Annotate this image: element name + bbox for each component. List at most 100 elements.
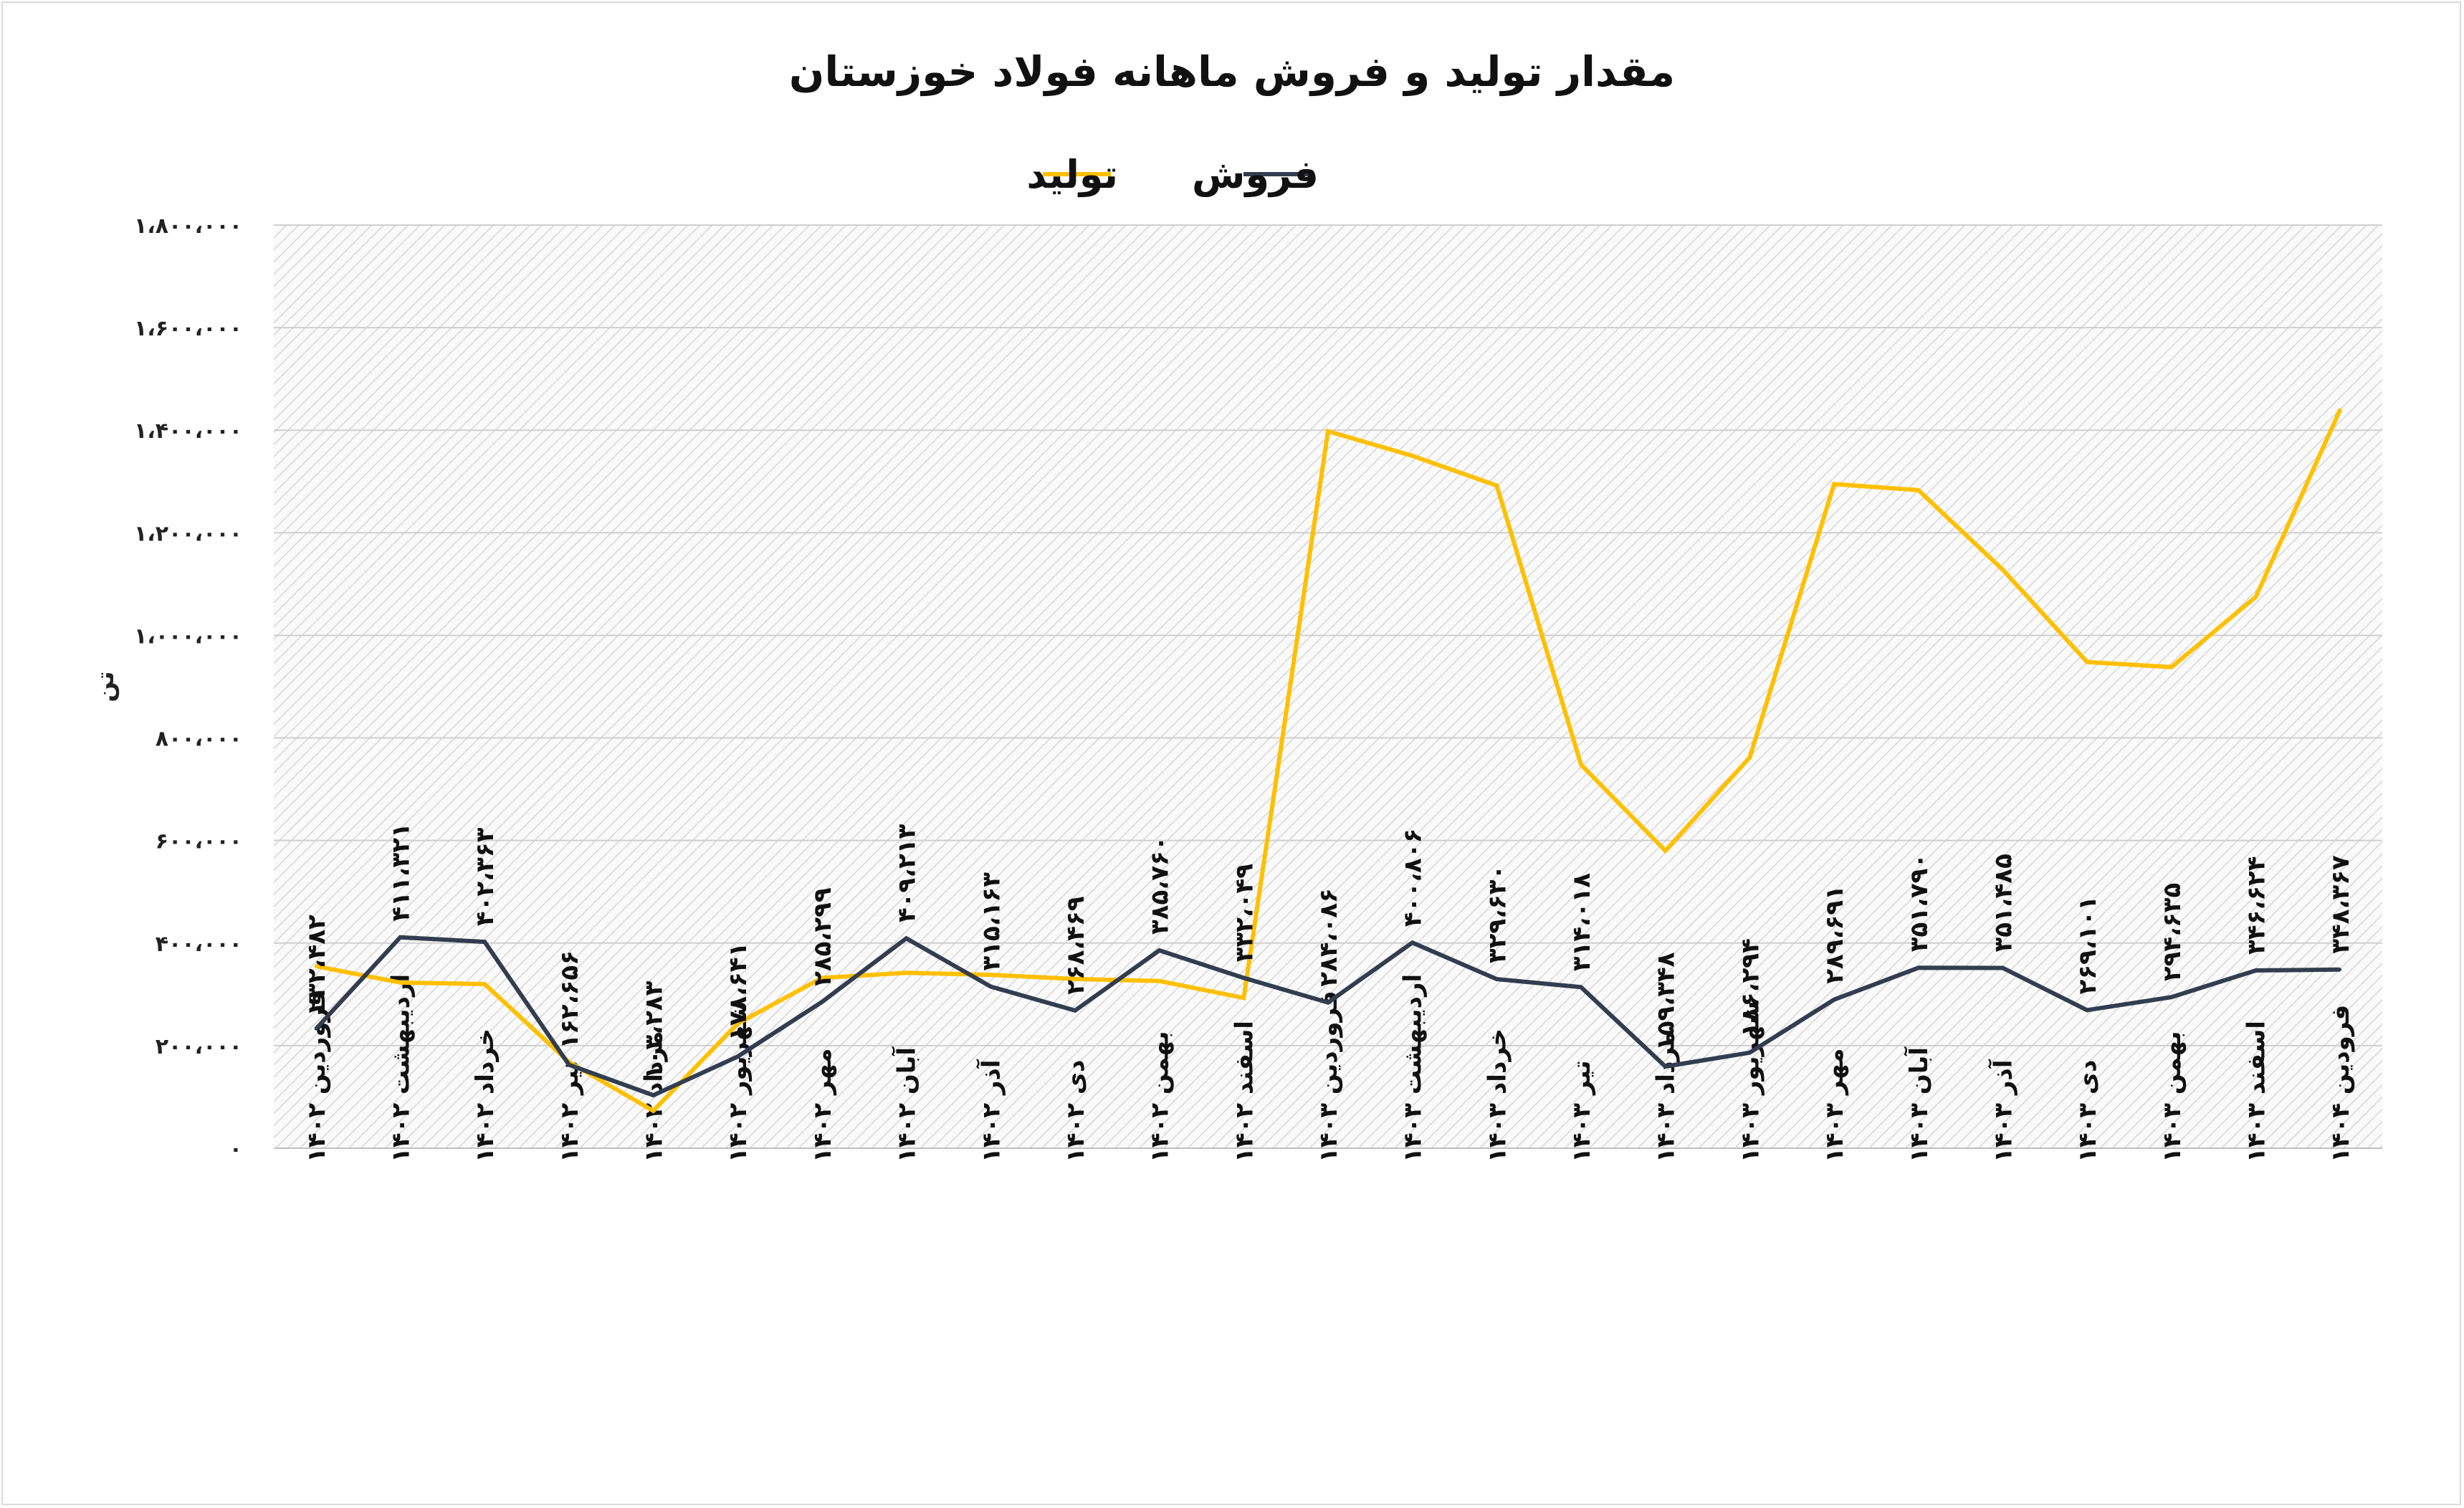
x-tick-label: آبان ۱۴۰۳ bbox=[1904, 1046, 1934, 1163]
y-tick-label: ۱،۰۰۰،۰۰۰ bbox=[134, 624, 242, 649]
sales-point bbox=[1410, 941, 1414, 945]
sales-point bbox=[2339, 968, 2342, 971]
production-point bbox=[1916, 488, 1920, 492]
production-point bbox=[1580, 763, 1583, 766]
x-tick-label: آذر ۱۴۰۲ bbox=[975, 1059, 1006, 1163]
production-point bbox=[1327, 429, 1329, 433]
data-label: ۲۸۵،۲۹۹ bbox=[808, 887, 837, 986]
data-label: ۴۰۰،۸۰۶ bbox=[1399, 829, 1428, 927]
sales-point bbox=[2086, 1008, 2089, 1012]
data-label: ۳۵۱،۷۹۰ bbox=[1905, 854, 1934, 952]
y-tick-label: ۶۰۰،۰۰۰ bbox=[156, 829, 242, 854]
data-label: ۲۳۲،۴۸۲ bbox=[302, 915, 331, 1013]
x-tick-label: خرداد ۱۴۰۲ bbox=[471, 1029, 500, 1163]
series bbox=[314, 408, 2342, 1114]
sales-point bbox=[1833, 998, 1836, 1001]
sales-point bbox=[1580, 986, 1583, 989]
data-label: ۳۲۹،۶۳۰ bbox=[1483, 865, 1512, 963]
sales-point bbox=[2169, 996, 2173, 999]
production-point bbox=[314, 964, 317, 968]
x-tick-label: اسفند ۱۴۰۳ bbox=[2242, 1021, 2270, 1163]
production-point bbox=[1073, 977, 1076, 980]
production-point bbox=[398, 980, 402, 984]
sales-point bbox=[1327, 1001, 1329, 1004]
production-point bbox=[1495, 484, 1499, 487]
production-point bbox=[989, 973, 993, 977]
production-point bbox=[1748, 755, 1752, 759]
data-label: ۳۳۲،۰۴۹ bbox=[1230, 864, 1259, 963]
x-tick-label: شهریور ۱۴۰۲ bbox=[724, 1001, 753, 1163]
y-tick-label: ۰ bbox=[229, 1137, 242, 1162]
chart-title: مقدار تولید و فروش ماهانه فولاد خوزستان bbox=[789, 47, 1675, 97]
production-point bbox=[1833, 482, 1836, 486]
y-axis-label: تن bbox=[91, 671, 120, 702]
data-label: ۱۸۶،۲۹۴ bbox=[1736, 938, 1765, 1036]
sales-point bbox=[1242, 976, 1246, 980]
sales-point bbox=[1157, 948, 1161, 952]
data-label: ۲۶۸،۴۶۹ bbox=[1061, 896, 1090, 995]
data-label: ۳۱۴،۰۱۸ bbox=[1567, 873, 1596, 972]
data-label: ۲۸۴،۰۸۶ bbox=[1314, 888, 1343, 986]
production-point bbox=[2169, 665, 2173, 669]
x-tick-label: اردیبهشت ۱۴۰۲ bbox=[387, 974, 416, 1163]
legend: فروش تولید bbox=[1026, 152, 1319, 197]
y-tick-label: ۱،۸۰۰،۰۰۰ bbox=[134, 214, 242, 239]
data-label: ۱۵۹،۳۴۸ bbox=[1652, 952, 1681, 1051]
x-tick-label: مهر ۱۴۰۲ bbox=[808, 1049, 837, 1163]
x-tick-label: مهر ۱۴۰۳ bbox=[1820, 1049, 1849, 1163]
sales-point bbox=[1748, 1051, 1752, 1054]
data-label: ۳۵۱،۴۸۵ bbox=[1989, 854, 2017, 952]
sales-point bbox=[483, 940, 487, 944]
sales-point bbox=[736, 1055, 740, 1059]
gridlines bbox=[274, 224, 2382, 1046]
sales-point bbox=[314, 1027, 317, 1031]
x-tick-label: بهمن ۱۴۰۳ bbox=[2158, 1031, 2187, 1163]
y-tick-label: ۸۰۰،۰۰۰ bbox=[156, 727, 242, 752]
y-tick-label: ۴۰۰،۰۰۰ bbox=[156, 932, 242, 957]
production-point bbox=[1157, 979, 1161, 983]
x-tick-label: فروردین ۱۴۰۳ bbox=[1314, 991, 1343, 1163]
production-point bbox=[1410, 454, 1414, 457]
x-tick-label: تیر ۱۴۰۳ bbox=[1567, 1060, 1596, 1163]
sales-point bbox=[2001, 966, 2005, 970]
sales-point bbox=[651, 1094, 655, 1097]
x-tick-label: دی ۱۴۰۳ bbox=[2073, 1060, 2102, 1163]
x-tick-label: اسفند ۱۴۰۲ bbox=[1230, 1021, 1259, 1163]
sales-point bbox=[1495, 978, 1499, 981]
production-point bbox=[1663, 849, 1667, 852]
data-label: ۴۱۱،۳۲۱ bbox=[387, 823, 416, 921]
sales-point bbox=[989, 985, 993, 988]
sales-point bbox=[820, 1000, 823, 1003]
sales-point bbox=[2254, 968, 2258, 972]
data-label: ۳۴۸،۳۶۷ bbox=[2326, 855, 2355, 954]
x-tick-label: شهریور ۱۴۰۳ bbox=[1736, 1001, 1765, 1163]
production-point bbox=[2339, 408, 2342, 411]
production-point bbox=[820, 976, 823, 980]
data-labels: ۲۳۲،۴۸۲ ۴۱۱،۳۲۱ ۴۰۲،۳۶۳ ۱۶۲،۶۵۶ ۱۰۳،۲۸۳ ۱۷۸،۶… bbox=[302, 823, 2355, 1079]
data-label: ۳۸۵،۷۶۰ bbox=[1146, 836, 1175, 935]
y-tick-label: ۱،۲۰۰،۰۰۰ bbox=[134, 521, 242, 546]
sales-point bbox=[398, 935, 402, 939]
y-tick-label: ۱،۶۰۰،۰۰۰ bbox=[134, 316, 242, 341]
production-point bbox=[483, 983, 487, 986]
x-tick-label: بهمن ۱۴۰۲ bbox=[1146, 1031, 1175, 1163]
x-tick-label: تیر ۱۴۰۲ bbox=[555, 1060, 584, 1163]
sales-point bbox=[1916, 966, 1920, 970]
sales-point bbox=[1663, 1064, 1667, 1068]
data-label: ۳۱۵،۱۶۳ bbox=[977, 872, 1006, 971]
data-label: ۲۶۹،۱۰۱ bbox=[2073, 896, 2102, 994]
x-tick-label: خرداد ۱۴۰۳ bbox=[1483, 1029, 1512, 1163]
production-point bbox=[2254, 595, 2258, 598]
x-tick-label: فرودین ۱۴۰۴ bbox=[2326, 1005, 2355, 1163]
data-label: ۳۴۶،۶۲۴ bbox=[2242, 856, 2270, 955]
x-tick-label: اردیبهشت ۱۴۰۳ bbox=[1399, 974, 1428, 1163]
data-label: ۴۰۹،۲۱۳ bbox=[893, 824, 922, 923]
production-point bbox=[1242, 996, 1246, 1000]
sales-point bbox=[1073, 1008, 1076, 1012]
x-tick-label: آبان ۱۴۰۲ bbox=[892, 1046, 922, 1163]
y-axis: ۰ ۲۰۰،۰۰۰ ۴۰۰،۰۰۰ ۶۰۰،۰۰۰ ۸۰۰،۰۰۰ ۱،۰۰۰،۰۰۰ ۱،… bbox=[134, 214, 242, 1162]
x-tick-label: مرداد ۱۴۰۳ bbox=[1652, 1031, 1681, 1163]
data-label: ۲۸۹،۶۹۱ bbox=[1820, 885, 1849, 983]
